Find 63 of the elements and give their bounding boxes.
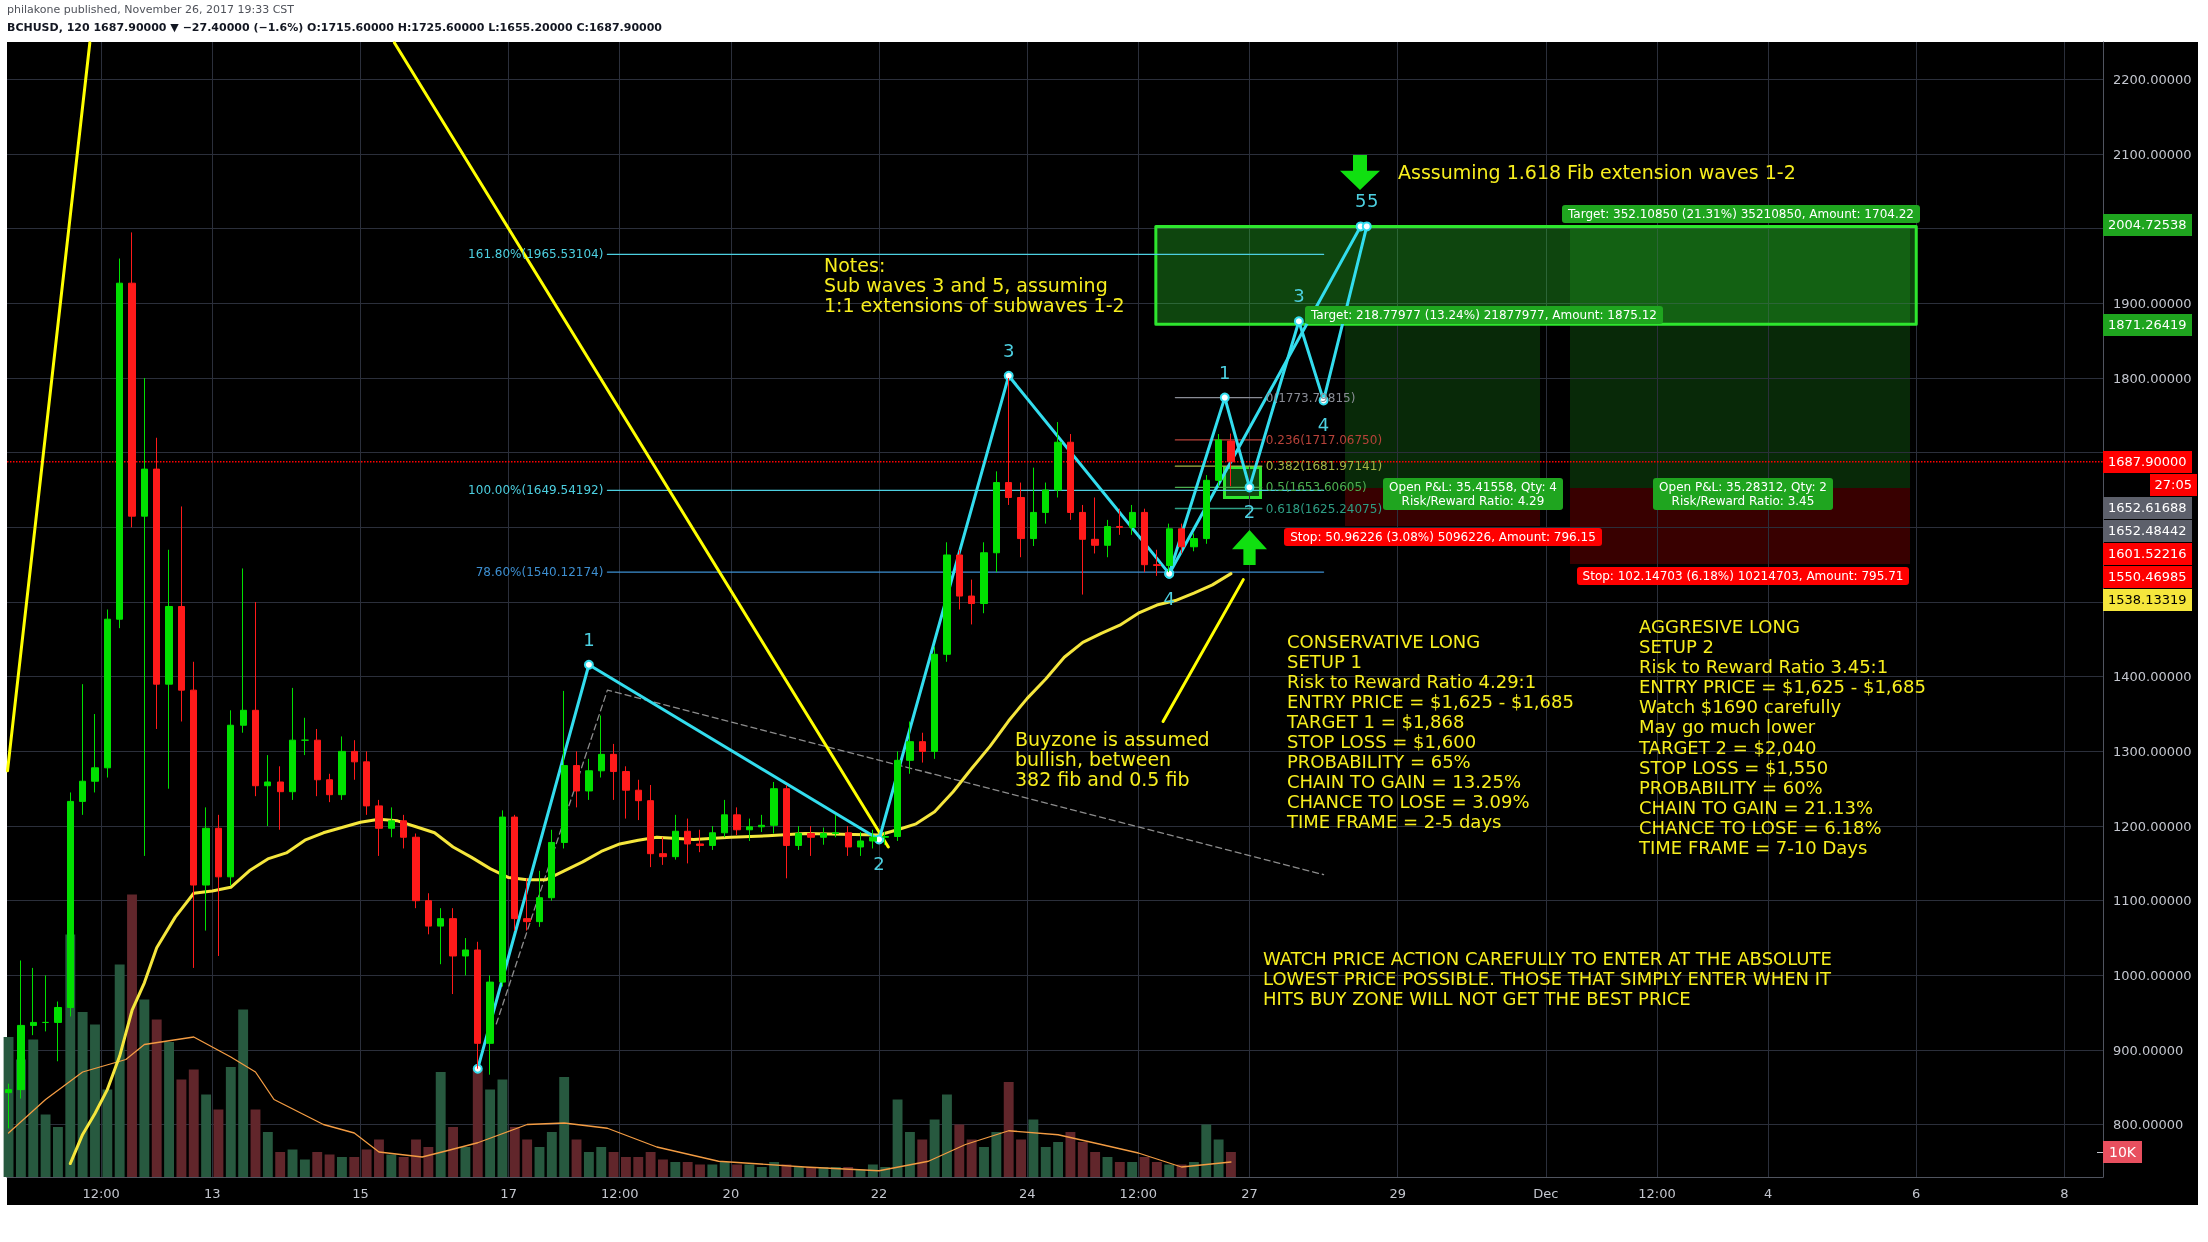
annotation: Stop: 102.14703 (6.18%) 10214703, Amount: 795.71 [1576, 567, 1910, 585]
text: 1652.61688 [2103, 497, 2192, 519]
y2-tick-label: 10K [2109, 1144, 2137, 1160]
y-tick-label: 900.00000 [2113, 1042, 2184, 1058]
x-tick-label: 17 [500, 1186, 517, 1201]
annotation: Open P&L: 35.28312, Qty: 2 Risk/Reward Ratio: 3.45 [1653, 478, 1833, 510]
y-tick-label: 1100.00000 [2113, 893, 2192, 909]
text: 27:05 [2149, 473, 2197, 496]
series-label: 100.00%(1649.54192) [468, 483, 604, 498]
x-tick-label: 12:00 [601, 1186, 639, 1201]
chart-title: philakone published, November 26, 2017 19:33 CST [7, 3, 295, 17]
series-label: 78.60%(1540.12174) [475, 565, 604, 580]
x-tick-label: 20 [722, 1186, 740, 1201]
text: 1871.26419 [2103, 314, 2192, 336]
series-label: 0.382(1681.97141) [1265, 459, 1383, 474]
y-tick-label: 1300.00000 [2113, 743, 2192, 759]
annotation: WATCH PRICE ACTION CAREFULLY TO ENTER AT THE ABSOLUTE LOWEST PRICE POSSIBLE. THOSE THAT SIMPLY ENTER WHEN IT HITS BUY ZONE WILL NOT GET THE BEST PRICE [1263, 948, 1832, 1009]
y-tick-label: 800.00000 [2113, 1117, 2184, 1133]
annotation: Target: 218.77977 (13.24%) 21877977, Amount: 1875.12 [1305, 306, 1663, 324]
annotation: Open P&L: 35.41558, Qty: 4 Risk/Reward Ratio: 4.29 [1383, 478, 1563, 510]
y-tick-label: 1400.00000 [2113, 669, 2192, 685]
annotation: Asssuming 1.618 Fib extension waves 1-2 [1398, 161, 1796, 184]
y-tick-label: 1900.00000 [2113, 295, 2192, 311]
y-tick-label: 1200.00000 [2113, 818, 2192, 834]
x-tick-label: 29 [1389, 1186, 1406, 1201]
text: 1550.46985 [2103, 566, 2192, 588]
x-tick-label: 22 [870, 1186, 888, 1201]
x-tick-label: 13 [204, 1186, 221, 1201]
annotation: 3 [1002, 339, 1015, 361]
x-tick-label: 12:00 [1638, 1186, 1676, 1201]
series-label: 0.5(1653.60605) [1265, 480, 1367, 495]
text: 2004.72538 [2103, 214, 2192, 236]
y-tick-label: 1000.00000 [2113, 967, 2192, 983]
x-tick-label: 6 [1912, 1186, 1921, 1201]
annotation: 5 [1354, 190, 1367, 212]
x-tick-label: 12:00 [82, 1186, 120, 1201]
annotation: Notes: Sub waves 3 and 5, assuming 1:1 extensions of subwaves 1-2 [824, 254, 1125, 316]
text: 1538.13319 [2103, 589, 2192, 611]
annotation: 1 [583, 628, 595, 650]
x-tick-label: Dec [1533, 1186, 1559, 1201]
annotation: 5 [1367, 190, 1379, 212]
y-tick-label: 2100.00000 [2113, 146, 2192, 162]
x-tick-label: 24 [1018, 1186, 1036, 1201]
series-label: 0.618(1625.24075) [1265, 501, 1383, 516]
text: 1652.48442 [2103, 520, 2192, 542]
text: AGGRESIVE LONG SETUP 2 Risk to Reward Ratio 3.45:1 ENTRY PRICE = $1,625 - $1,685 Watch $1690 carefully May go much lower TARGET 2 = $2,040 STOP LOSS = $1,550 PROBABILITY = 60% CHAIN TO GAIN = 21.13% CHANCE TO LOSE = 6.18% TIME FRAME = 7-10 Days [1639, 616, 1926, 859]
x-tick-label: 8 [2060, 1186, 2069, 1201]
text: 1601.52216 [2103, 543, 2192, 565]
y-tick-label: 2200.00000 [2113, 71, 2192, 87]
annotation: Buyzone is assumed bullish, between 382 fib and 0.5 fib [1015, 728, 1210, 790]
x-tick-label: 15 [352, 1186, 369, 1201]
x-tick-label: 4 [1763, 1186, 1773, 1201]
chart-subtitle: BCHUSD, 120 1687.90000 ▼ −27.40000 (−1.6%) O:1715.60000 H:1725.60000 L:1655.20000 C:1687.90000 [7, 21, 663, 35]
annotation: 1 [1219, 361, 1231, 383]
text: CONSERVATIVE LONG SETUP 1 Risk to Reward Ratio 4.29:1 ENTRY PRICE = $1,625 - $1,685 TARGET 1 = $1,868 STOP LOSS = $1,600 PROBABILITY = 65% CHAIN TO GAIN = 13.25% CHANCE TO LOSE = 3.09% TIME FRAME = 2-5 days [1287, 631, 1574, 832]
y-tick-label: 1800.00000 [2113, 370, 2192, 386]
annotation: Stop: 50.96226 (3.08%) 5096226, Amount: 796.15 [1284, 528, 1602, 546]
ref-line-label: 1687.90000 [2103, 450, 2192, 473]
annotation: 2 [873, 853, 885, 875]
x-tick-label: 27 [1241, 1186, 1258, 1201]
annotation: Target: 352.10850 (21.31%) 35210850, Amount: 1704.22 [1562, 205, 1920, 223]
x-tick-label: 12:00 [1119, 1186, 1158, 1201]
annotation: 3 [1293, 285, 1305, 307]
